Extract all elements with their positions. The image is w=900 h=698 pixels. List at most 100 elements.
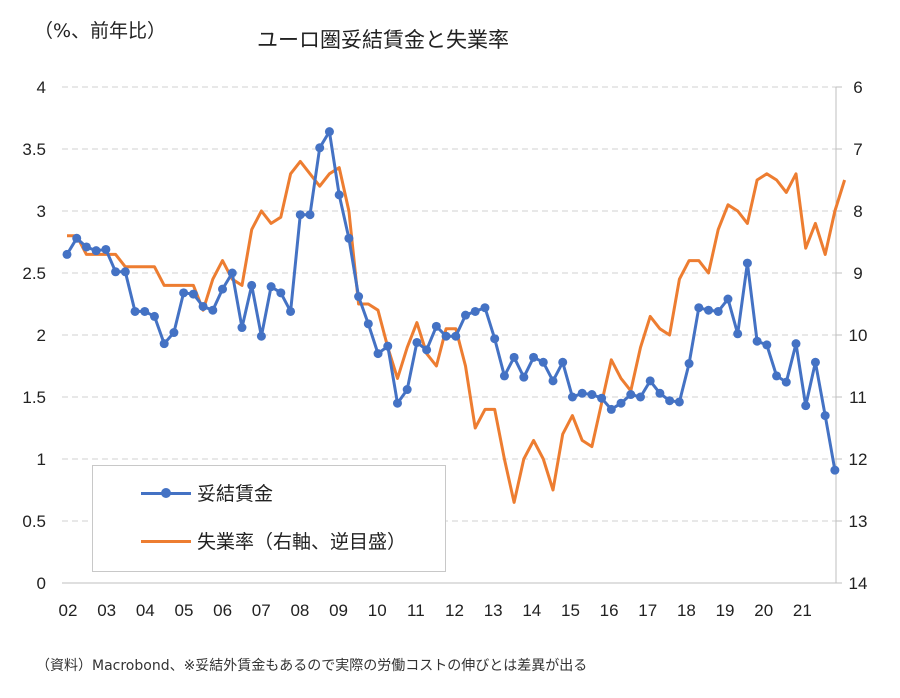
wages-point bbox=[247, 280, 257, 290]
x-axis-tick-label: 03 bbox=[97, 601, 116, 620]
wages-point bbox=[266, 282, 276, 292]
wages-point bbox=[490, 334, 500, 344]
legend-label: 失業率（右軸、逆目盛） bbox=[197, 531, 407, 553]
wages-point bbox=[567, 392, 577, 402]
wages-point bbox=[130, 306, 140, 316]
x-axis-tick-label: 13 bbox=[484, 601, 503, 620]
x-axis-tick-label: 12 bbox=[445, 601, 464, 620]
wages-point bbox=[597, 393, 607, 403]
wages-point bbox=[752, 336, 762, 346]
wages-point bbox=[227, 268, 237, 278]
wages-point bbox=[830, 465, 840, 475]
x-axis-tick-label: 15 bbox=[561, 601, 580, 620]
left-axis-ticks: 0 0.5 1 1.5 2 2.5 3 3.5 4 bbox=[22, 78, 46, 593]
wages-point bbox=[684, 359, 694, 369]
left-axis-tick-label: 4 bbox=[37, 78, 46, 97]
wages-point bbox=[665, 396, 675, 406]
wages-point bbox=[548, 376, 558, 386]
x-axis-tick-label: 14 bbox=[522, 601, 541, 620]
x-axis-tick-label: 16 bbox=[600, 601, 619, 620]
wages-point bbox=[286, 306, 296, 316]
wages-point bbox=[694, 303, 704, 313]
wages-point bbox=[431, 321, 441, 331]
wages-point bbox=[208, 305, 218, 315]
wages-point bbox=[441, 331, 451, 341]
wages-point bbox=[801, 401, 811, 411]
wages-point bbox=[781, 377, 791, 387]
wages-point bbox=[276, 288, 286, 298]
x-axis-tick-label: 20 bbox=[754, 601, 773, 620]
wages-point bbox=[772, 371, 782, 381]
wages-point bbox=[72, 233, 82, 243]
wages-point bbox=[354, 292, 364, 302]
wages-point bbox=[616, 398, 626, 408]
right-axis-tick-label: 9 bbox=[853, 264, 862, 283]
y-axis-unit-label: （%、前年比） bbox=[34, 20, 167, 42]
left-axis-tick-label: 1.5 bbox=[22, 388, 46, 407]
wages-point bbox=[509, 352, 519, 362]
x-axis-tick-label: 07 bbox=[252, 601, 271, 620]
source-note: （資料）Macrobond、※妥結外賃金もあるので実際の労働コストの伸びとは差異… bbox=[36, 658, 588, 674]
wages-point bbox=[188, 289, 198, 299]
wages-point bbox=[120, 267, 130, 277]
wages-point bbox=[383, 341, 393, 351]
left-axis-tick-label: 1 bbox=[37, 450, 46, 469]
right-axis-tick-label: 10 bbox=[849, 326, 868, 345]
wages-series bbox=[62, 127, 840, 475]
wages-point bbox=[538, 357, 548, 367]
wages-point bbox=[344, 233, 354, 243]
left-axis-tick-label: 3 bbox=[37, 202, 46, 221]
wages-point bbox=[422, 345, 432, 355]
wages-point bbox=[315, 143, 325, 153]
x-axis-tick-label: 04 bbox=[136, 601, 155, 620]
wages-line bbox=[65, 130, 837, 471]
wages-point bbox=[91, 246, 101, 256]
wages-point bbox=[101, 244, 111, 254]
left-axis-tick-label: 0.5 bbox=[22, 512, 46, 531]
wages-point bbox=[149, 311, 159, 321]
wages-point bbox=[218, 284, 228, 294]
wages-point bbox=[674, 397, 684, 407]
wages-point bbox=[256, 331, 266, 341]
right-axis-tick-label: 6 bbox=[853, 78, 862, 97]
left-axis-tick-label: 2 bbox=[37, 326, 46, 345]
right-axis-tick-label: 14 bbox=[849, 574, 868, 593]
wages-point bbox=[810, 357, 820, 367]
gridlines bbox=[62, 86, 836, 522]
wages-point bbox=[655, 388, 665, 398]
wages-point bbox=[733, 329, 743, 339]
right-axis-ticks: 6 7 8 9 10 11 12 13 14 bbox=[836, 78, 867, 593]
wages-point bbox=[635, 392, 645, 402]
wages-point bbox=[606, 404, 616, 414]
left-axis-tick-label: 0 bbox=[37, 574, 46, 593]
wages-point bbox=[179, 288, 189, 298]
left-axis-tick-label: 2.5 bbox=[22, 264, 46, 283]
wages-point bbox=[558, 357, 568, 367]
right-axis-tick-label: 8 bbox=[853, 202, 862, 221]
x-axis-tick-label: 02 bbox=[59, 601, 78, 620]
legend-line-icon bbox=[141, 529, 191, 553]
wages-point bbox=[461, 310, 471, 320]
wages-point bbox=[519, 372, 529, 382]
left-axis-tick-label: 3.5 bbox=[22, 140, 46, 159]
wages-point bbox=[529, 352, 539, 362]
wages-point bbox=[169, 328, 179, 338]
right-axis-tick-label: 12 bbox=[849, 450, 868, 469]
x-axis-tick-label: 08 bbox=[290, 601, 309, 620]
x-axis-tick-label: 06 bbox=[213, 601, 232, 620]
wages-point bbox=[140, 306, 150, 316]
wages-point bbox=[742, 258, 752, 268]
wages-point bbox=[499, 371, 509, 381]
wages-point bbox=[412, 337, 422, 347]
wages-point bbox=[480, 303, 490, 313]
wages-point bbox=[645, 376, 655, 386]
x-axis-tick-label: 09 bbox=[329, 601, 348, 620]
wages-point bbox=[791, 339, 801, 349]
wages-point bbox=[577, 388, 587, 398]
wages-point bbox=[392, 398, 402, 408]
wages-point bbox=[470, 306, 480, 316]
legend-line-marker-icon bbox=[141, 481, 191, 505]
wages-point bbox=[402, 385, 412, 395]
x-axis-tick-label: 19 bbox=[716, 601, 735, 620]
x-axis-tick-label: 21 bbox=[793, 601, 812, 620]
